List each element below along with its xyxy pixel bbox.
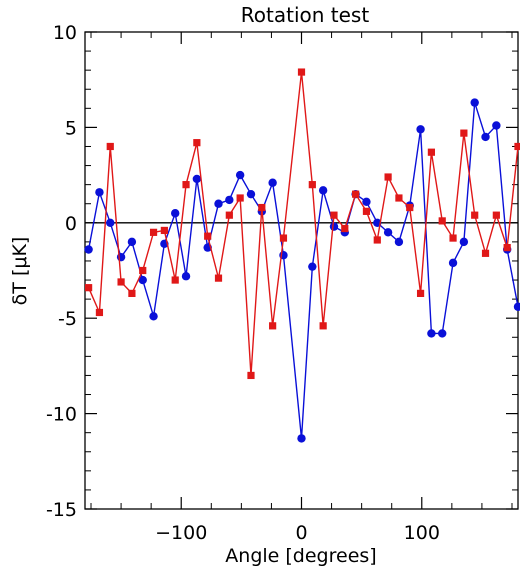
y-tick-label: -10	[46, 404, 77, 426]
tick-labels: 10 5 0 -5 -10 -15 −100 0 100	[46, 22, 440, 544]
data-point	[246, 189, 256, 199]
series-layer	[84, 68, 520, 443]
data-point	[492, 121, 501, 130]
data-point	[95, 308, 104, 317]
data-point	[492, 211, 500, 219]
y-tick-label: 5	[65, 117, 77, 139]
data-point	[471, 211, 479, 219]
data-point	[181, 272, 191, 281]
data-point	[416, 289, 425, 297]
data-point	[106, 142, 114, 151]
data-point	[214, 199, 223, 208]
data-point	[438, 217, 446, 225]
data-point	[513, 302, 520, 311]
data-point	[318, 186, 328, 195]
data-point	[383, 228, 393, 237]
data-point	[459, 237, 469, 247]
data-point	[384, 173, 392, 181]
data-point	[127, 237, 137, 247]
x-tick-label: −100	[155, 522, 207, 544]
data-point	[160, 226, 168, 235]
data-point	[503, 244, 511, 252]
series-line	[87, 102, 519, 439]
series-1	[84, 98, 520, 443]
data-point	[406, 203, 414, 212]
data-point	[214, 274, 223, 282]
y-tick-label: 0	[65, 213, 77, 235]
data-point	[258, 203, 266, 212]
axis-ticks	[85, 31, 518, 510]
chart-title: Rotation test	[241, 3, 370, 27]
data-point	[128, 289, 136, 297]
x-tick-label: 100	[404, 522, 440, 544]
data-point	[149, 312, 158, 321]
y-axis-label: δT [μK]	[9, 237, 31, 306]
data-point	[448, 258, 458, 268]
data-point	[235, 170, 245, 180]
data-point	[138, 275, 147, 285]
data-point	[352, 190, 360, 198]
data-point	[193, 139, 201, 147]
data-point	[225, 195, 234, 205]
data-point	[514, 142, 520, 151]
data-point	[297, 434, 306, 443]
data-point	[481, 132, 490, 142]
data-point	[438, 329, 447, 338]
data-point	[308, 181, 316, 189]
data-point	[373, 236, 381, 244]
data-point	[171, 209, 180, 218]
x-tick-label: 0	[295, 522, 307, 544]
data-point	[204, 232, 212, 240]
x-axis-label: Angle [degrees]	[225, 545, 376, 567]
data-point	[269, 322, 277, 330]
series-line	[87, 71, 519, 376]
data-point	[297, 68, 306, 76]
data-point	[116, 252, 126, 262]
data-point	[247, 371, 255, 380]
data-point	[341, 224, 349, 233]
data-point	[449, 234, 457, 242]
data-point	[149, 228, 158, 236]
data-point	[470, 98, 479, 107]
data-point	[139, 266, 147, 275]
data-point	[117, 278, 125, 286]
data-point	[182, 181, 190, 189]
data-point	[427, 329, 436, 338]
data-point	[95, 188, 104, 197]
data-point	[329, 222, 339, 231]
series-2	[85, 68, 520, 380]
data-point	[416, 125, 425, 134]
data-point	[481, 249, 490, 257]
data-point	[236, 194, 244, 202]
data-point	[171, 276, 179, 284]
data-point	[225, 211, 233, 219]
data-point	[279, 234, 288, 242]
data-point	[330, 211, 338, 219]
y-tick-label: -5	[58, 308, 77, 330]
y-tick-label: -15	[46, 499, 77, 521]
data-point	[362, 197, 371, 207]
data-point	[395, 194, 403, 202]
data-point	[268, 178, 277, 187]
data-point	[85, 284, 93, 292]
data-point	[192, 174, 202, 184]
data-point	[427, 148, 435, 156]
data-point	[308, 262, 317, 271]
data-point	[460, 129, 468, 137]
data-point	[319, 322, 327, 330]
data-point	[394, 237, 404, 247]
data-point	[84, 245, 93, 254]
data-point	[362, 207, 371, 215]
data-point	[106, 218, 115, 227]
y-tick-label: 10	[53, 22, 77, 44]
